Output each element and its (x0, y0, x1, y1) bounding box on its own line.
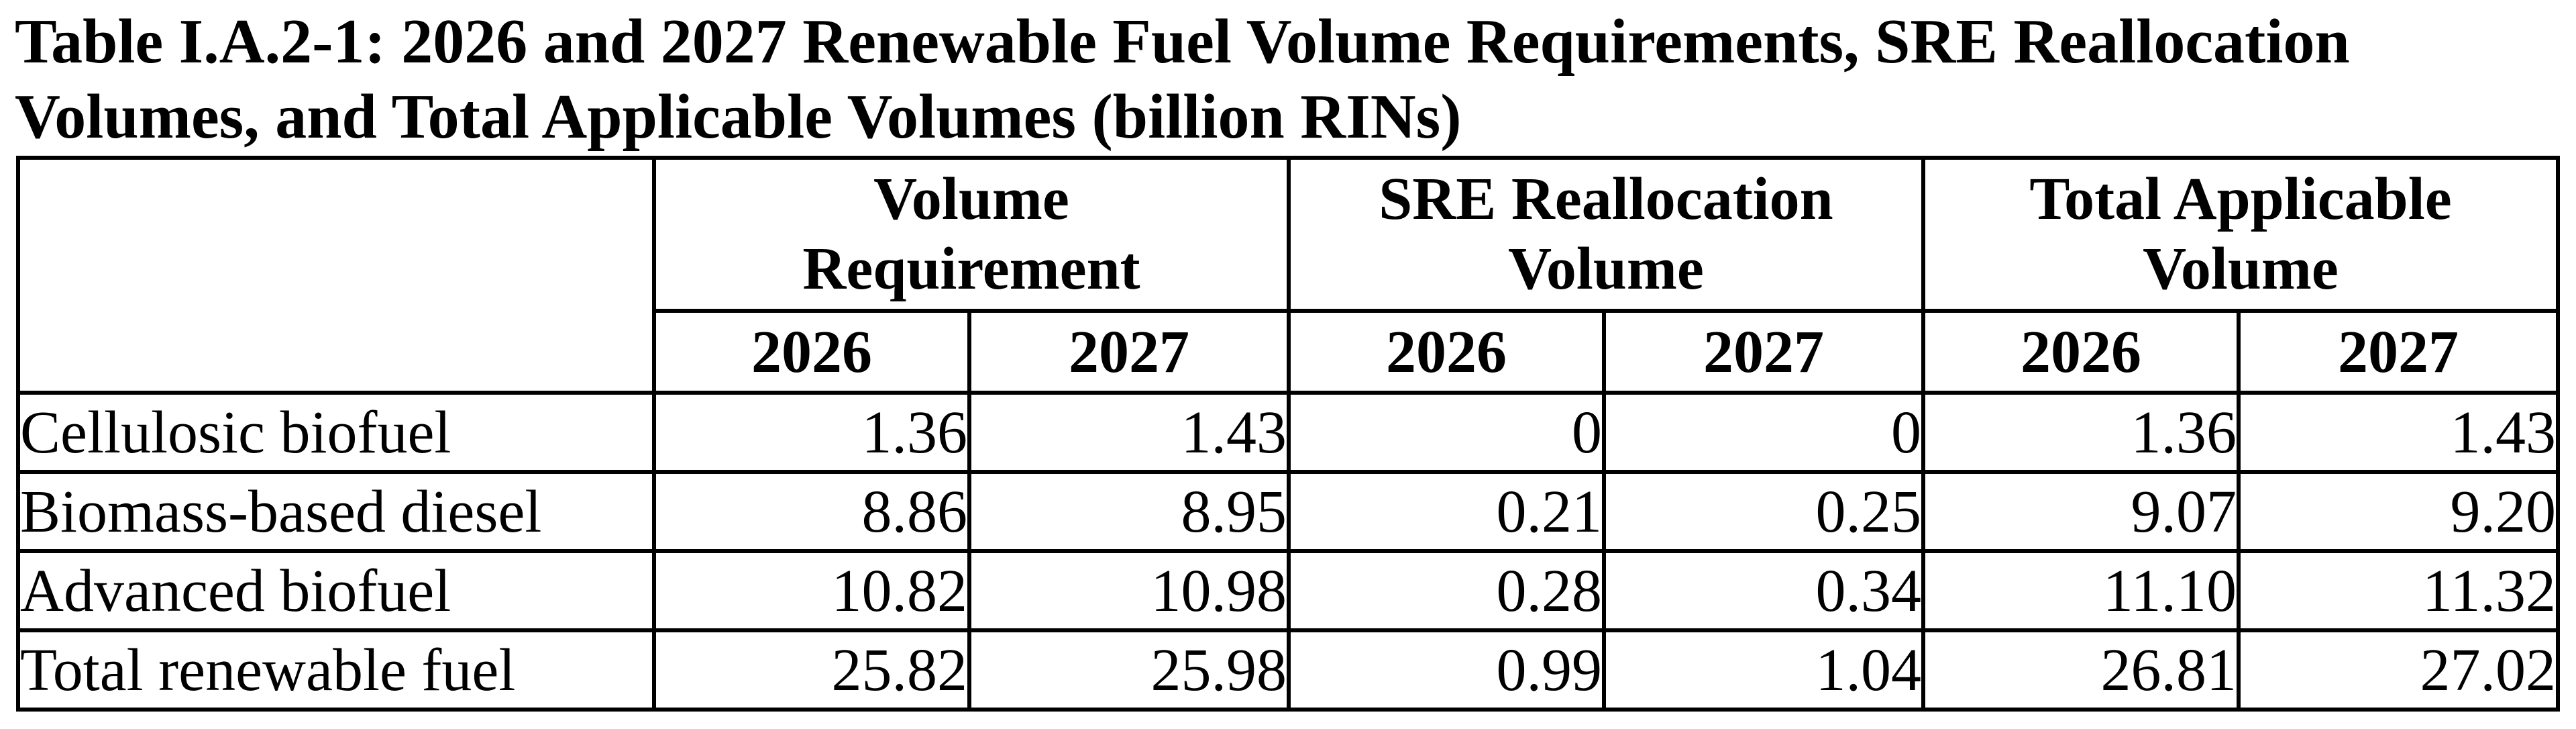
value-cell: 1.04 (1602, 628, 1925, 712)
table-caption: Table I.A.2-1: 2026 and 2027 Renewable F… (15, 4, 2564, 154)
value-cell: 27.02 (2237, 628, 2560, 712)
value-cell: 0.21 (1287, 470, 1606, 553)
value-cell: 10.98 (967, 549, 1291, 632)
table-row-biomass-based-diesel: Biomass-based diesel 8.86 8.95 0.21 0.25… (16, 470, 2560, 553)
table-row-advanced-biofuel: Advanced biofuel 10.82 10.98 0.28 0.34 1… (16, 549, 2560, 632)
row-label-cell: Cellulosic biofuel (16, 391, 656, 474)
value-cell: 11.10 (1921, 549, 2241, 632)
group-header-row: Volume Requirement SRE Reallocation Volu… (16, 156, 2560, 395)
renewable-fuel-volumes-table: Volume Requirement SRE Reallocation Volu… (16, 156, 2560, 712)
year-header-cell: 2026 (652, 309, 971, 395)
value-cell: 9.07 (1921, 470, 2241, 553)
group-header-line: Total Applicable (2029, 166, 2452, 232)
group-header-volume-requirement: Volume Requirement (652, 156, 1291, 313)
group-header-total-applicable: Total Applicable Volume (1921, 156, 2560, 313)
value-cell: 1.43 (967, 391, 1291, 474)
table-caption-line-2: Volumes, and Total Applicable Volumes (b… (15, 82, 1462, 152)
value-cell: 1.36 (652, 391, 971, 474)
value-cell: 10.82 (652, 549, 971, 632)
row-label-cell: Total renewable fuel (16, 628, 656, 712)
year-header-row: 2026 2027 2026 2027 2026 2027 (18, 309, 2560, 395)
year-header-cell: 2026 (1287, 309, 1606, 395)
group-header-line: Volume (873, 166, 1069, 232)
value-cell: 8.86 (652, 470, 971, 553)
value-cell: 8.95 (967, 470, 1291, 553)
value-cell: 0.25 (1602, 470, 1925, 553)
value-cell: 0 (1287, 391, 1606, 474)
value-cell: 0.34 (1602, 549, 1925, 632)
value-cell: 1.43 (2237, 391, 2560, 474)
value-cell: 9.20 (2237, 470, 2560, 553)
value-cell: 0.28 (1287, 549, 1606, 632)
table-caption-line-1: Table I.A.2-1: 2026 and 2027 Renewable F… (15, 7, 2350, 77)
row-label-cell: Advanced biofuel (16, 549, 656, 632)
year-header-cell: 2026 (1921, 309, 2241, 395)
table-row-total-renewable-fuel: Total renewable fuel 25.82 25.98 0.99 1.… (16, 628, 2560, 712)
row-label-cell: Biomass-based diesel (16, 470, 656, 553)
value-cell: 1.36 (1921, 391, 2241, 474)
group-header-line: Volume (2143, 236, 2339, 302)
table-row-cellulosic-biofuel: Cellulosic biofuel 1.36 1.43 0 0 1.36 1.… (16, 391, 2560, 474)
group-header-sre-reallocation: SRE Reallocation Volume (1287, 156, 1925, 313)
row-label-header-cell (16, 156, 656, 395)
value-cell: 11.32 (2237, 549, 2560, 632)
group-header-line: Volume (1508, 236, 1704, 302)
year-header-cell: 2027 (967, 309, 1291, 395)
group-header-line: Requirement (802, 236, 1140, 302)
year-header-cell: 2027 (2237, 309, 2560, 395)
value-cell: 0.99 (1287, 628, 1606, 712)
value-cell: 0 (1602, 391, 1925, 474)
value-cell: 25.82 (652, 628, 971, 712)
year-header-cell: 2027 (1602, 309, 1925, 395)
value-cell: 25.98 (967, 628, 1291, 712)
value-cell: 26.81 (1921, 628, 2241, 712)
group-header-line: SRE Reallocation (1379, 166, 1833, 232)
